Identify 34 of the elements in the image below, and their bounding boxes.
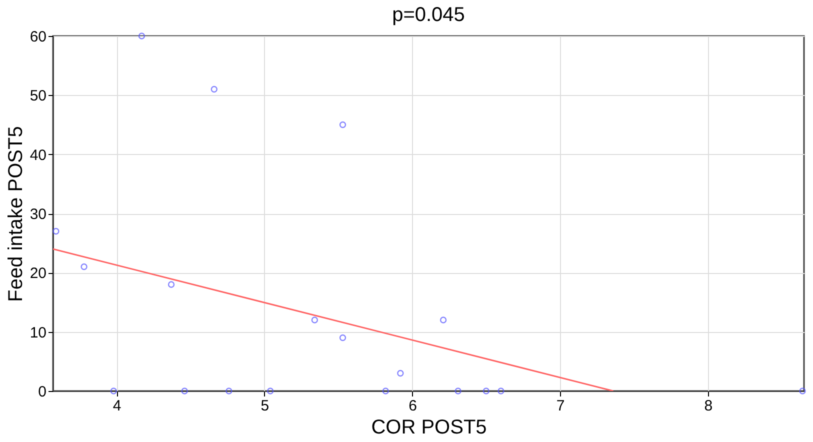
point bbox=[168, 281, 175, 288]
point bbox=[799, 388, 806, 394]
x-tick-label: 4 bbox=[112, 398, 122, 414]
chart-title: p=0.045 bbox=[392, 4, 465, 26]
y-tick-label: 30 bbox=[30, 206, 46, 223]
point bbox=[498, 388, 504, 394]
point bbox=[397, 370, 404, 377]
point bbox=[339, 334, 346, 342]
point bbox=[52, 228, 60, 235]
point bbox=[138, 32, 146, 40]
point bbox=[482, 388, 490, 394]
point bbox=[339, 121, 346, 128]
x-tick-label: 7 bbox=[556, 398, 565, 414]
point bbox=[210, 86, 218, 93]
point bbox=[382, 388, 389, 394]
point bbox=[454, 388, 462, 394]
y-tick-label: 60 bbox=[30, 28, 46, 46]
y-tick-label: 0 bbox=[38, 384, 46, 400]
point bbox=[110, 388, 117, 394]
point bbox=[80, 263, 88, 270]
point bbox=[181, 388, 188, 394]
point bbox=[226, 388, 232, 394]
x-axis-title: COR POST5 bbox=[371, 416, 487, 438]
point bbox=[440, 316, 447, 324]
x-tick-label: 5 bbox=[260, 398, 270, 414]
point bbox=[311, 316, 318, 324]
y-tick-label: 40 bbox=[30, 146, 46, 164]
y-tick-label: 50 bbox=[30, 88, 46, 105]
y-tick-label: 10 bbox=[30, 324, 46, 342]
x-tick-label: 6 bbox=[408, 398, 417, 414]
y-axis-title: Feed intake POST5 bbox=[4, 126, 27, 302]
y-tick-label: 20 bbox=[30, 265, 46, 282]
x-tick-label: 8 bbox=[704, 398, 713, 414]
point bbox=[266, 388, 274, 394]
